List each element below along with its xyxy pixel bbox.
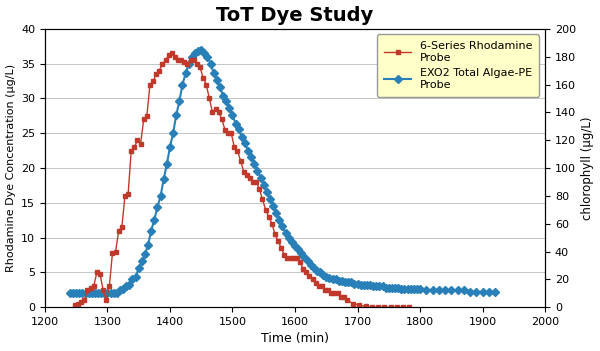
EXO2 Total Algae-PE
Probe	[197, 48, 205, 52]
6-Series Rhodamine
Probe	[265, 214, 272, 219]
EXO2 Total Algae-PE
Probe	[157, 194, 164, 198]
6-Series Rhodamine
Probe	[406, 305, 413, 309]
EXO2 Total Algae-PE
Probe	[67, 291, 74, 295]
6-Series Rhodamine
Probe	[368, 305, 376, 309]
EXO2 Total Algae-PE
Probe	[395, 286, 402, 290]
6-Series Rhodamine
Probe	[306, 274, 313, 278]
EXO2 Total Algae-PE
Probe	[404, 287, 411, 291]
Line: 6-Series Rhodamine
Probe: 6-Series Rhodamine Probe	[73, 51, 412, 309]
6-Series Rhodamine
Probe	[218, 117, 226, 121]
6-Series Rhodamine
Probe	[168, 51, 175, 55]
EXO2 Total Algae-PE
Probe	[448, 289, 455, 293]
Title: ToT Dye Study: ToT Dye Study	[217, 6, 374, 25]
Y-axis label: chlorophyll (µg/L): chlorophyll (µg/L)	[581, 116, 595, 220]
Y-axis label: Rhodamine Dye Concentration (µg/L): Rhodamine Dye Concentration (µg/L)	[5, 64, 16, 272]
6-Series Rhodamine
Probe	[90, 284, 97, 289]
EXO2 Total Algae-PE
Probe	[166, 145, 173, 149]
EXO2 Total Algae-PE
Probe	[310, 266, 317, 270]
Legend: 6-Series Rhodamine
Probe, EXO2 Total Algae-PE
Probe: 6-Series Rhodamine Probe, EXO2 Total Alg…	[377, 34, 539, 97]
X-axis label: Time (min): Time (min)	[261, 332, 329, 345]
6-Series Rhodamine
Probe	[243, 173, 250, 177]
Line: EXO2 Total Algae-PE
Probe: EXO2 Total Algae-PE Probe	[67, 47, 498, 296]
6-Series Rhodamine
Probe	[71, 303, 79, 307]
6-Series Rhodamine
Probe	[97, 272, 104, 276]
EXO2 Total Algae-PE
Probe	[491, 290, 499, 294]
